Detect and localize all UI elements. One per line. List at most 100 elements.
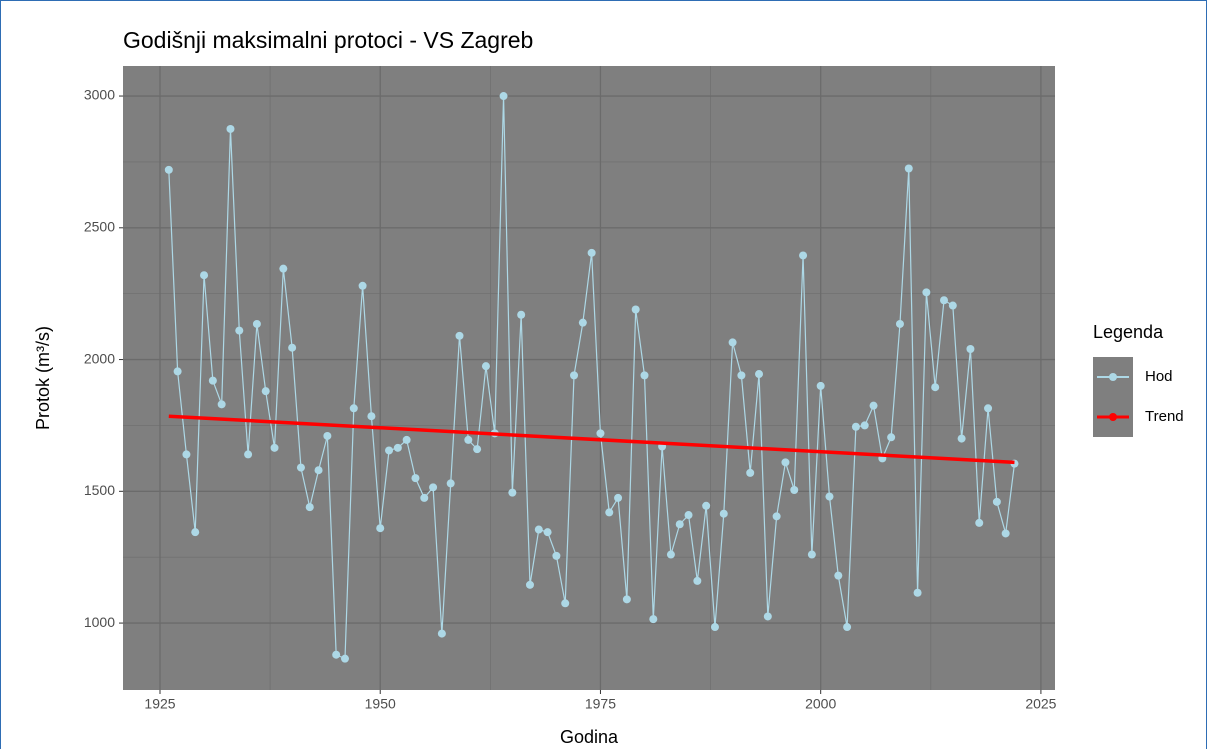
data-point [226, 124, 235, 133]
data-point [367, 412, 376, 421]
data-point [473, 445, 482, 454]
data-point [340, 654, 349, 663]
data-point [719, 509, 728, 518]
data-point [288, 343, 297, 352]
plot-panel [123, 66, 1055, 690]
data-point [702, 501, 711, 510]
data-point [693, 576, 702, 585]
data-point [957, 434, 966, 443]
data-point [710, 623, 719, 632]
data-point [922, 288, 931, 297]
data-point [728, 338, 737, 347]
data-point [984, 404, 993, 413]
data-point [314, 466, 323, 475]
y-axis-title: Protok (m³/s) [33, 326, 53, 430]
data-point [323, 431, 332, 440]
data-point [869, 401, 878, 410]
data-point [429, 483, 438, 492]
data-point [525, 580, 534, 589]
data-point [349, 404, 358, 413]
data-point [799, 251, 808, 260]
y-tick-label: 2000 [84, 350, 115, 366]
x-tick-label: 1975 [585, 696, 616, 712]
data-point [402, 435, 411, 444]
legend-label: Trend [1145, 408, 1184, 425]
data-point [746, 468, 755, 477]
data-point [376, 524, 385, 533]
data-point [816, 381, 825, 390]
data-point [631, 305, 640, 314]
data-point [543, 528, 552, 537]
data-point [217, 400, 226, 409]
data-point [244, 450, 253, 459]
data-point [666, 550, 675, 559]
y-tick-label: 1000 [84, 614, 115, 630]
data-point [305, 503, 314, 512]
data-point [931, 383, 940, 392]
data-point [851, 422, 860, 431]
data-point [164, 165, 173, 174]
data-point [825, 492, 834, 501]
chart-title: Godišnji maksimalni protoci - VS Zagreb [123, 27, 533, 53]
data-point [790, 485, 799, 494]
legend-dot [1109, 413, 1117, 421]
data-point [385, 446, 394, 455]
data-point [763, 612, 772, 621]
data-point [640, 371, 649, 380]
data-point [393, 443, 402, 452]
data-point [296, 463, 305, 472]
data-point [411, 474, 420, 483]
data-point [481, 362, 490, 371]
data-point [499, 92, 508, 101]
data-point [772, 512, 781, 521]
data-point [200, 271, 209, 280]
series-line [168, 414, 1015, 465]
data-point [332, 650, 341, 659]
data-point [279, 264, 288, 273]
data-point [437, 629, 446, 638]
data-point [173, 367, 182, 376]
data-point [1001, 529, 1010, 538]
data-point [578, 318, 587, 327]
data-point [420, 493, 429, 502]
data-point [860, 421, 869, 430]
y-tick-label: 1500 [84, 482, 115, 498]
data-point [649, 615, 658, 624]
data-point [596, 429, 605, 438]
data-point [508, 488, 517, 497]
data-point [904, 164, 913, 173]
data-point [834, 571, 843, 580]
data-point [966, 345, 975, 354]
y-tick-label: 3000 [84, 87, 115, 103]
data-point [552, 551, 561, 560]
data-point [464, 435, 473, 444]
data-point [622, 595, 631, 604]
data-point [358, 281, 367, 290]
x-tick-label: 2025 [1025, 696, 1056, 712]
data-point [940, 296, 949, 305]
data-point [446, 479, 455, 488]
legend-dot [1109, 373, 1117, 381]
legend-label: Hod [1145, 368, 1173, 385]
data-point [737, 371, 746, 380]
data-point [235, 326, 244, 335]
x-tick-label: 1950 [365, 696, 396, 712]
data-point [455, 331, 464, 340]
data-point [948, 301, 957, 310]
x-tick-label: 1925 [144, 696, 175, 712]
data-point [913, 588, 922, 597]
data-point [261, 387, 270, 396]
data-point [807, 550, 816, 559]
data-point [614, 493, 623, 502]
data-point [605, 508, 614, 517]
x-axis-title: Godina [560, 727, 619, 747]
legend-title: Legenda [1093, 322, 1164, 342]
data-point [517, 310, 526, 319]
data-point [570, 371, 579, 380]
data-point [895, 319, 904, 328]
data-point [191, 528, 200, 537]
data-point [252, 319, 261, 328]
x-tick-label: 2000 [805, 696, 836, 712]
data-point [992, 497, 1001, 506]
